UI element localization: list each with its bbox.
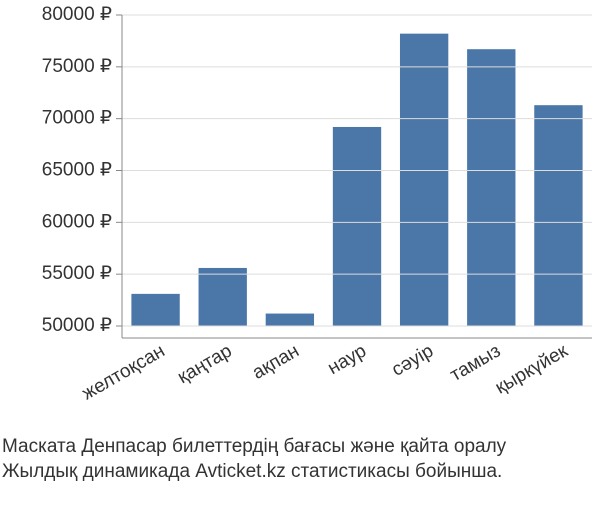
bar	[399, 33, 449, 326]
bar	[198, 267, 247, 326]
bar	[131, 293, 180, 326]
x-tick-label: ақпан	[249, 340, 303, 383]
x-tick-label: желтоқсан	[79, 340, 169, 404]
y-tick-label: 55000 ₽	[42, 263, 112, 284]
x-tick-label: сәуір	[388, 340, 437, 380]
chart-title: Маската Денпасар билеттердің бағасы және…	[2, 436, 507, 457]
x-tick-label: наур	[324, 340, 370, 379]
y-tick-label: 70000 ₽	[42, 108, 112, 129]
bar	[534, 105, 583, 326]
bar	[265, 313, 315, 326]
y-tick-label: 50000 ₽	[42, 315, 112, 336]
bar	[332, 126, 382, 327]
y-tick-label: 80000 ₽	[42, 4, 112, 25]
chart-title: Жылдық динамикада Avticket.kz статистика…	[2, 461, 502, 482]
y-tick-label: 65000 ₽	[42, 160, 112, 181]
x-tick-label: қаңтар	[174, 340, 236, 388]
bar	[467, 49, 516, 327]
x-tick-label: қыркүйек	[492, 340, 572, 398]
y-tick-label: 75000 ₽	[42, 56, 112, 77]
y-tick-label: 60000 ₽	[42, 211, 112, 232]
